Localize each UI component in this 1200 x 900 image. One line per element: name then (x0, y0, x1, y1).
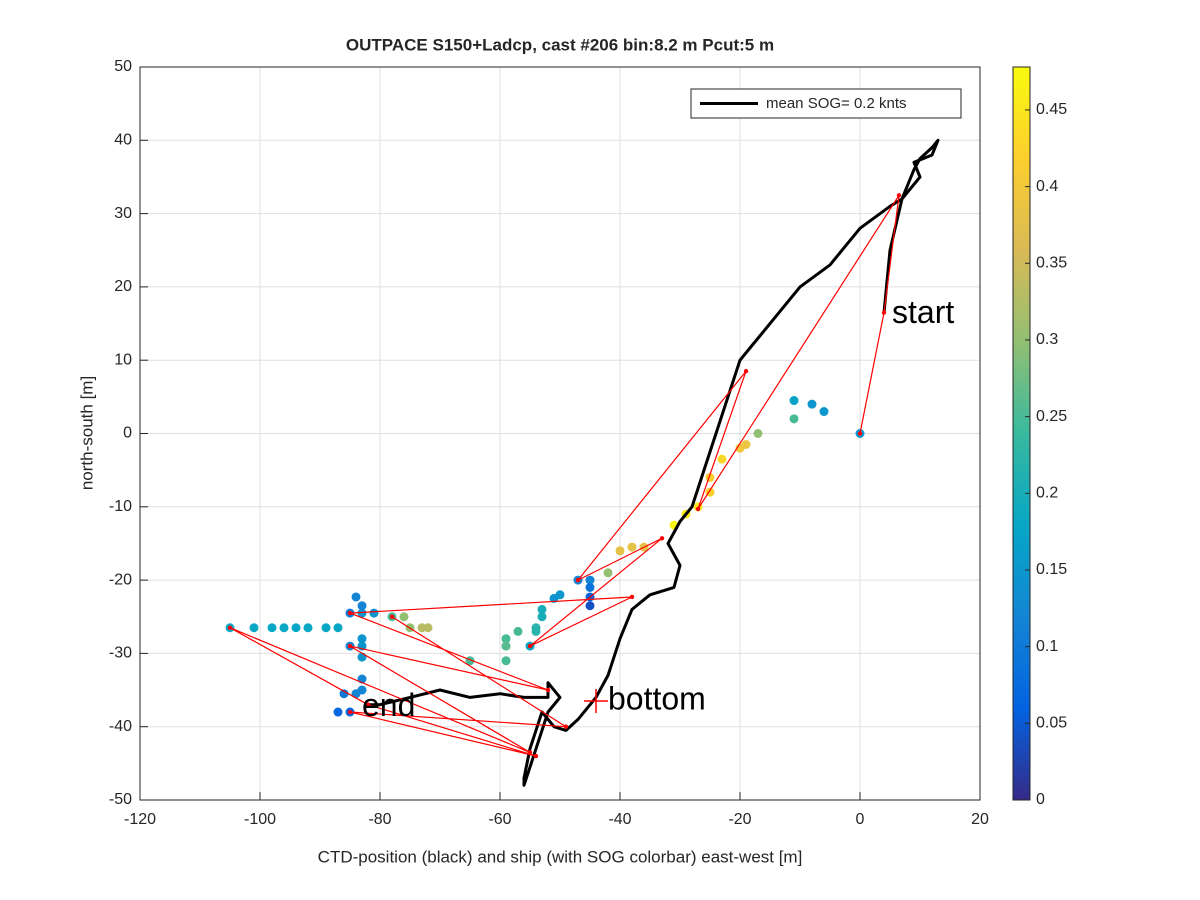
legend-label: mean SOG= 0.2 knts (766, 95, 907, 112)
y-tick-label: 0 (123, 425, 132, 442)
annotation: end (362, 687, 415, 723)
ship-point (357, 634, 367, 644)
colorbar-tick-label: 0.35 (1036, 255, 1067, 272)
legend: mean SOG= 0.2 knts (690, 88, 962, 119)
ship-track-point (695, 506, 701, 512)
colorbar-tick-label: 0.05 (1036, 715, 1067, 732)
x-tick-label: 0 (856, 811, 865, 828)
ship-track-point (527, 643, 533, 649)
x-tick-label: -40 (608, 811, 631, 828)
x-tick-label: -100 (244, 811, 276, 828)
colorbar-tick-label: 0.45 (1036, 101, 1067, 118)
colorbar-tick-label: 0.2 (1036, 485, 1058, 502)
y-tick-label: 30 (114, 205, 132, 222)
ship-track-point (743, 368, 749, 374)
ship-track-point (659, 536, 665, 541)
ship-point (399, 612, 409, 622)
ship-track-point (347, 643, 353, 649)
ship-point (417, 623, 427, 633)
ship-track-point (533, 753, 539, 759)
ctd-track (368, 138, 940, 787)
ship-track-point (227, 625, 233, 630)
ship-track-point (347, 610, 353, 616)
ship-point (585, 575, 595, 585)
ship-point (807, 399, 817, 409)
ship-point (501, 634, 511, 644)
ship-point (351, 592, 361, 602)
x-tick-label: -120 (124, 811, 156, 828)
annotation: bottom (608, 680, 706, 716)
y-tick-label: 20 (114, 278, 132, 295)
ship-point (537, 604, 547, 614)
ship-track-point (629, 594, 635, 600)
ship-track-point (575, 577, 581, 583)
ship-point (585, 601, 595, 611)
y-tick-label: -20 (109, 571, 132, 588)
x-tick-label: 20 (971, 811, 989, 828)
colorbar-tick-label: 0.25 (1036, 408, 1067, 425)
ship-point (333, 707, 343, 717)
colorbar (1012, 66, 1031, 801)
ship-point (357, 652, 367, 662)
ship-point (357, 685, 367, 695)
ship-point (513, 626, 523, 636)
ship-point (603, 568, 613, 578)
y-tick-label: 40 (114, 132, 132, 149)
annotation: start (892, 294, 954, 330)
ship-track-point (365, 702, 371, 707)
ship-point (717, 454, 727, 464)
ship-point (357, 601, 367, 611)
colorbar-tick-label: 0.15 (1036, 561, 1067, 578)
ship-track-point (881, 310, 887, 315)
ship-point (501, 656, 511, 666)
ship-point (249, 623, 259, 633)
ship-point (537, 612, 547, 622)
ship-point (357, 608, 367, 618)
ship-point (267, 623, 277, 633)
ship-point (789, 414, 799, 424)
ship-track-point (347, 709, 353, 715)
colorbar-tick-label: 0 (1036, 791, 1045, 808)
ship-point (741, 439, 751, 449)
ship-track-point (857, 431, 863, 436)
ship-point (531, 626, 541, 636)
y-tick-label: -30 (109, 645, 132, 662)
ship-point (291, 623, 301, 633)
y-axis-label: north-south [m] (77, 376, 96, 490)
ship-point (501, 641, 511, 651)
y-tick-label: 10 (114, 351, 132, 368)
y-tick-label: -40 (109, 718, 132, 735)
ship-point (819, 407, 829, 417)
colorbar-tick-label: 0.1 (1036, 638, 1058, 655)
ship-track-point (563, 724, 569, 729)
ship-point (627, 542, 637, 552)
ship-point (789, 396, 799, 406)
colorbar-tick-label: 0.3 (1036, 331, 1058, 348)
ship-track-point (545, 687, 551, 693)
colorbar-tick-label: 0.4 (1036, 178, 1058, 195)
ship-track-point (527, 750, 533, 755)
x-axis-label: CTD-position (black) and ship (with SOG … (318, 847, 803, 866)
x-tick-label: -20 (728, 811, 751, 828)
y-tick-label: 50 (114, 58, 132, 75)
chart-title: OUTPACE S150+Ladcp, cast #206 bin:8.2 m … (346, 35, 774, 54)
bottom-marker (584, 689, 608, 714)
ship-point (321, 623, 331, 633)
ship-point (615, 546, 625, 556)
ship-point (585, 582, 595, 592)
ship-track-point (896, 193, 902, 198)
ship-point (279, 623, 289, 633)
ship-point (549, 593, 559, 603)
ship-point (333, 623, 343, 633)
ship-point (303, 623, 313, 633)
ship-point (753, 429, 763, 438)
x-tick-label: -80 (368, 811, 391, 828)
ship-point (369, 608, 379, 618)
y-tick-label: -50 (109, 791, 132, 808)
ship-track-point (389, 614, 395, 619)
ship-point (339, 689, 349, 699)
x-tick-label: -60 (488, 811, 511, 828)
y-tick-label: -10 (109, 498, 132, 515)
